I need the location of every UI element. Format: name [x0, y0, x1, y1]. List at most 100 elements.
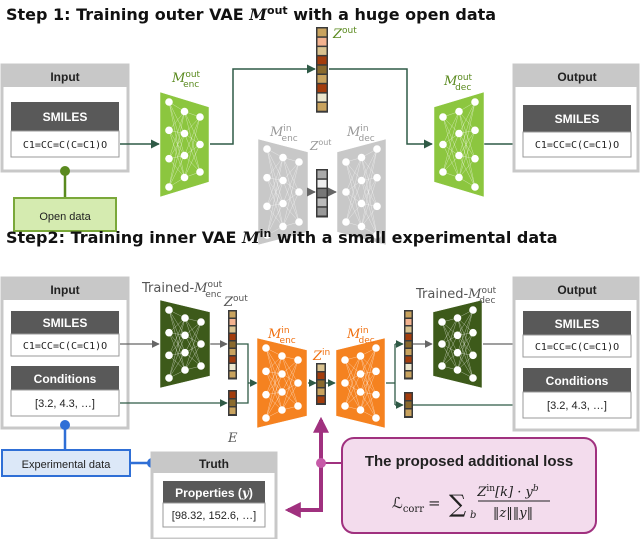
neuron-node: [372, 367, 380, 376]
neuron-node: [294, 356, 302, 364]
conditions-header: Conditions: [34, 372, 97, 386]
input-header: Input: [50, 283, 79, 297]
z-out-latent-vector: [316, 27, 328, 113]
svg-text:Experimental data: Experimental data: [22, 459, 112, 471]
neuron-node: [165, 328, 173, 337]
step2-output-panel: Output SMILES C1=CC=C(C=C1)O Conditions …: [512, 276, 640, 432]
trained-outer-encoder-network: [159, 299, 211, 389]
neuron-node: [373, 173, 381, 182]
latent-cell: [229, 319, 236, 325]
neuron-node: [279, 199, 287, 208]
latent-cell: [405, 364, 412, 370]
neuron-node: [357, 176, 366, 185]
neuron-node: [295, 158, 303, 166]
neuron-node: [165, 126, 173, 135]
latent-cell: [229, 407, 236, 414]
neuron-node: [469, 374, 477, 382]
latent-cell: [317, 396, 325, 403]
neuron-node: [278, 352, 286, 360]
z-out-vector-out: [404, 310, 413, 380]
latent-cell: [317, 170, 327, 179]
inner-z-label: Zout: [309, 138, 331, 153]
neuron-node: [279, 222, 287, 231]
neuron-node: [278, 406, 286, 414]
neuron-node: [372, 344, 380, 352]
neuron-node: [373, 202, 381, 211]
smiles-header: SMILES: [43, 316, 88, 330]
z-out-label: Zout: [332, 26, 357, 42]
latent-cell: [317, 380, 325, 387]
neuron-node: [196, 168, 204, 176]
neuron-node: [165, 374, 173, 382]
neuron-node: [180, 129, 189, 138]
svg-text:Zin[k] · yb: Zin[k] · yb: [476, 484, 539, 500]
conditions-value: [3.2, 4.3, …]: [547, 400, 607, 412]
neuron-node: [372, 390, 380, 399]
neuron-node: [196, 140, 204, 149]
neuron-node: [356, 388, 365, 396]
neuron-node: [438, 340, 446, 348]
neuron-node: [453, 314, 462, 322]
neuron-node: [165, 351, 173, 360]
neuron-node: [471, 154, 479, 163]
neuron-node: [372, 414, 380, 422]
neuron-node: [263, 202, 271, 211]
dec-out-label: Mout dec: [443, 73, 473, 93]
smiles-value: C1=CC=C(C=C1)O: [535, 342, 619, 353]
neuron-node: [181, 331, 189, 340]
latent-cell: [229, 356, 236, 363]
latent-cell: [317, 189, 327, 197]
neuron-node: [263, 231, 271, 239]
connector-dot: [316, 458, 326, 468]
smiles-value: C1=CC=C(C=C1)O: [535, 140, 619, 151]
latent-cell: [405, 349, 412, 355]
step2-input-panel: Input SMILES C1=CC=C(C=C1)O Conditions […: [0, 276, 130, 430]
neuron-node: [197, 318, 205, 326]
neuron-node: [262, 367, 270, 376]
smiles-header: SMILES: [555, 112, 600, 126]
loss-title: The proposed additional loss: [365, 453, 573, 470]
z-out-inner-vector-gray: [316, 169, 328, 218]
latent-cell: [405, 409, 412, 416]
latent-cell: [405, 319, 412, 325]
neuron-node: [278, 388, 286, 396]
neuron-node: [341, 356, 349, 364]
neuron-node: [279, 176, 287, 185]
latent-cell: [317, 75, 327, 83]
loss-box: The proposed additional loss ℒcorr = ∑ b …: [341, 437, 597, 534]
neuron-node: [181, 348, 189, 357]
neuron-node: [181, 366, 189, 374]
latent-cell: [317, 28, 327, 37]
neuron-node: [357, 199, 366, 208]
latent-cell: [405, 356, 412, 363]
latent-cell: [317, 388, 325, 395]
neuron-node: [165, 306, 173, 314]
neuron-node: [262, 344, 270, 352]
latent-cell: [229, 371, 236, 378]
latent-cell: [317, 364, 325, 371]
smiles-value: C1=CC=C(C=C1)O: [23, 140, 107, 151]
inner-encoder-network: [256, 337, 308, 429]
neuron-node: [439, 113, 447, 121]
latent-cell: [317, 372, 325, 379]
enc-out-label: Mout enc: [171, 70, 201, 90]
neuron-node: [356, 406, 365, 414]
svg-text:∑: ∑: [449, 490, 466, 518]
neuron-node: [294, 402, 302, 410]
neuron-node: [197, 362, 205, 370]
neuron-node: [471, 98, 479, 106]
neuron-node: [471, 183, 479, 191]
latent-cell: [405, 326, 412, 333]
inner-decoder-network-gray: [336, 138, 387, 246]
output-header: Output: [557, 283, 596, 297]
neuron-node: [373, 231, 381, 239]
neuron-node: [341, 379, 349, 387]
dec-in-label: Min dec: [346, 326, 375, 346]
neuron-node: [342, 188, 350, 196]
neuron-node: [180, 151, 189, 160]
properties-header: Properties (y): [175, 486, 253, 500]
neuron-node: [341, 402, 349, 410]
neuron-node: [279, 153, 287, 162]
neuron-node: [196, 113, 204, 121]
e-condition-vector-out: [404, 392, 413, 418]
